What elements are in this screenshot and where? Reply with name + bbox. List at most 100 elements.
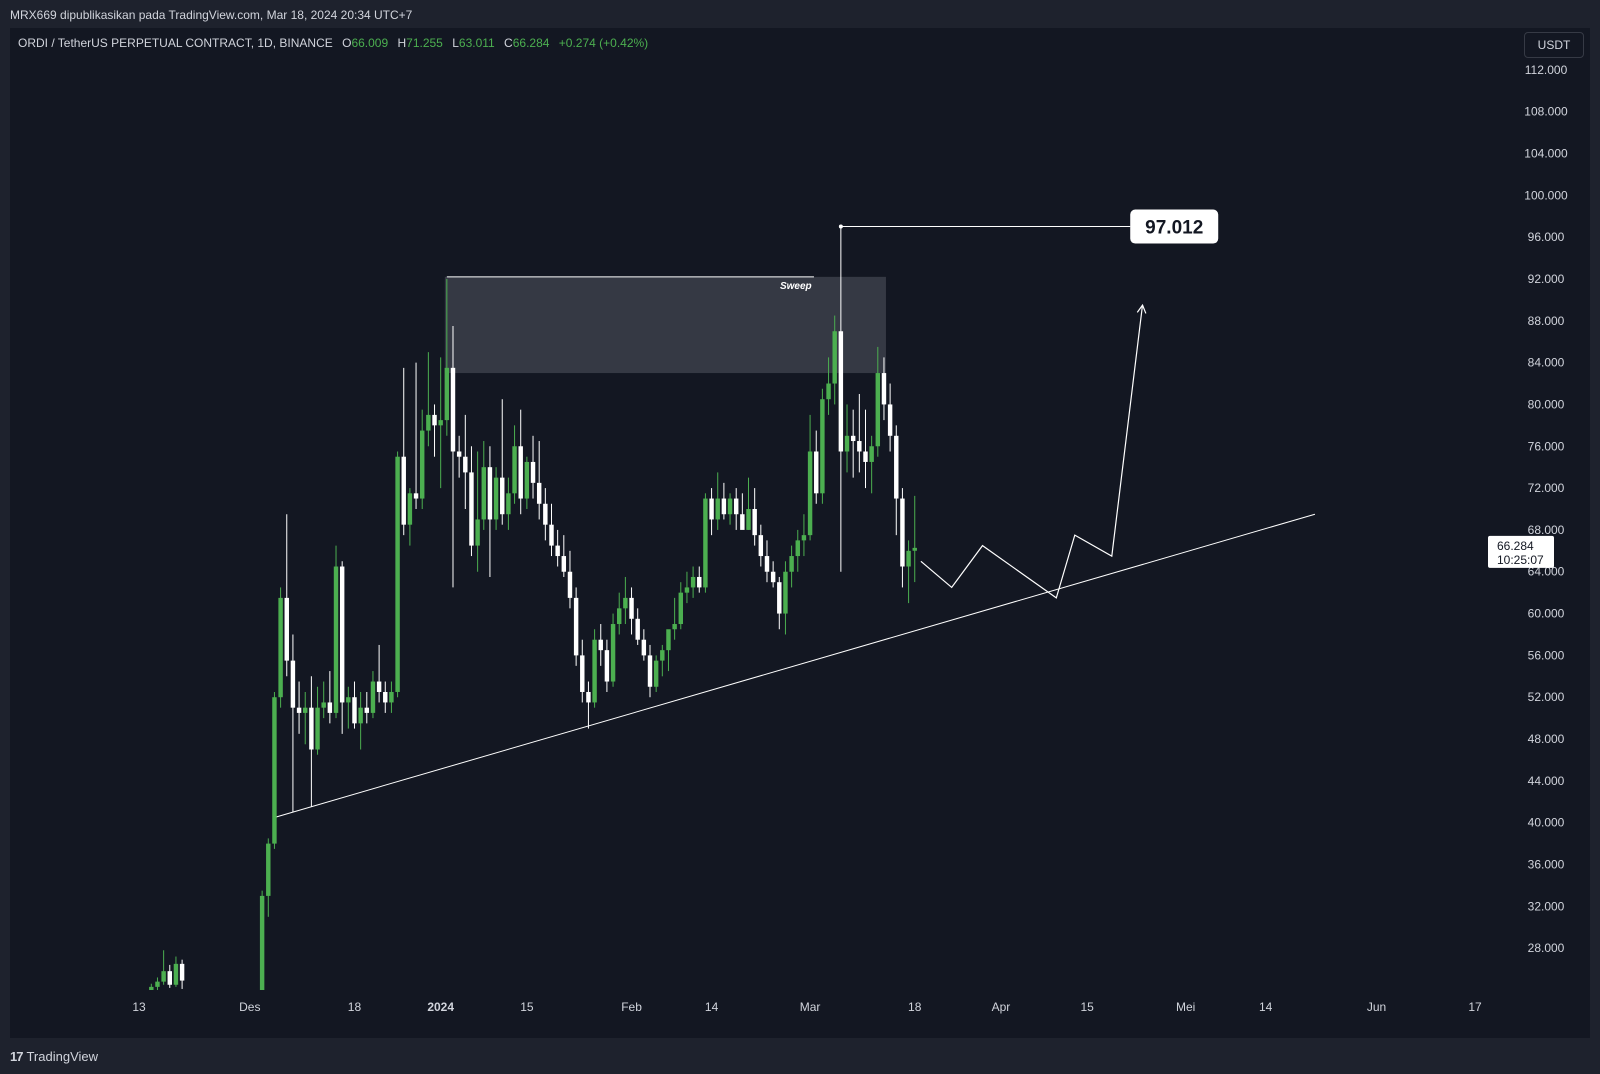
x-tick-label: 14 bbox=[705, 1000, 719, 1014]
candle-body bbox=[524, 461, 530, 499]
candle-body bbox=[801, 535, 807, 541]
sweep-label: Sweep bbox=[780, 281, 812, 292]
candle-body bbox=[764, 556, 770, 572]
candle-body bbox=[647, 655, 653, 687]
y-tick-label: 108.000 bbox=[1524, 105, 1568, 119]
x-tick-label: Mar bbox=[800, 1000, 821, 1014]
candle-body bbox=[309, 707, 314, 750]
candle-body bbox=[167, 971, 172, 985]
x-tick-label: Mei bbox=[1176, 1000, 1195, 1014]
tradingview-logo[interactable]: 17 TradingView bbox=[10, 1049, 98, 1064]
y-tick-label: 76.000 bbox=[1528, 439, 1565, 453]
candle-body bbox=[161, 971, 166, 982]
candle-body bbox=[536, 482, 542, 504]
legend-low: 63.011 bbox=[458, 36, 495, 50]
candle-body bbox=[339, 566, 345, 703]
y-tick-label: 32.000 bbox=[1528, 899, 1565, 913]
x-tick-label: 14 bbox=[1259, 1000, 1273, 1014]
candle-body bbox=[567, 571, 573, 598]
candle-body bbox=[296, 707, 302, 713]
candle-body bbox=[419, 430, 425, 499]
candle-body bbox=[906, 550, 911, 567]
x-tick-label: 13 bbox=[132, 1000, 146, 1014]
candle-body bbox=[863, 451, 868, 462]
x-tick-label: 15 bbox=[1080, 1000, 1094, 1014]
candle-body bbox=[653, 660, 659, 687]
legend-change: +0.274 (+0.42%) bbox=[558, 36, 649, 50]
candle-body bbox=[690, 576, 696, 588]
tradingview-mark-icon: 17 bbox=[10, 1049, 24, 1064]
y-tick-label: 72.000 bbox=[1528, 481, 1565, 495]
candle-body bbox=[481, 467, 486, 520]
candle-body bbox=[383, 691, 388, 703]
candle-body bbox=[370, 681, 376, 713]
y-tick-label: 92.000 bbox=[1528, 272, 1565, 286]
candle-body bbox=[740, 514, 745, 530]
legend-low-label: L bbox=[452, 36, 459, 50]
candle-body bbox=[506, 493, 511, 515]
projection-path bbox=[920, 305, 1144, 599]
candle-body bbox=[407, 493, 413, 525]
candle-body bbox=[561, 556, 567, 572]
x-tick-label: 15 bbox=[520, 1000, 534, 1014]
candle-body bbox=[832, 331, 837, 384]
candle-body bbox=[709, 498, 714, 520]
candle-body bbox=[629, 597, 634, 619]
footer: 17 TradingView bbox=[0, 1038, 1600, 1074]
ohlc-legend: ORDI / TetherUS PERPETUAL CONTRACT, 1D, … bbox=[18, 36, 648, 50]
y-tick-label: 44.000 bbox=[1528, 774, 1565, 788]
y-tick-label: 100.000 bbox=[1524, 188, 1568, 202]
candle-body bbox=[820, 399, 825, 494]
publish-line: MRX669 dipublikasikan pada TradingView.c… bbox=[10, 8, 413, 22]
y-tick-label: 36.000 bbox=[1528, 858, 1565, 872]
chart-frame[interactable]: Sweep 97.012 112.000 108.000 104.000 100.000 9… bbox=[10, 28, 1590, 1038]
candle-body bbox=[850, 435, 856, 442]
candle-body bbox=[875, 373, 881, 447]
candle-body bbox=[844, 435, 850, 452]
x-tick-label: 17 bbox=[1468, 1000, 1482, 1014]
candle-body bbox=[592, 639, 597, 703]
candle-body bbox=[303, 707, 308, 713]
legend-high-label: H bbox=[397, 36, 407, 50]
candle-body bbox=[426, 414, 431, 431]
candle-body bbox=[666, 629, 671, 651]
y-tick-label: 56.000 bbox=[1528, 648, 1565, 662]
candle-body bbox=[770, 571, 776, 583]
candle-body bbox=[315, 707, 320, 750]
candle-body bbox=[149, 986, 154, 990]
y-tick-label: 64.000 bbox=[1528, 565, 1565, 579]
candle-body bbox=[869, 446, 874, 462]
candle-body bbox=[887, 404, 893, 436]
candle-body bbox=[376, 681, 382, 692]
candle-body bbox=[352, 697, 357, 724]
x-tick-label: Feb bbox=[621, 1000, 642, 1014]
candle-body bbox=[278, 597, 283, 698]
sweep-zone bbox=[444, 276, 886, 374]
candle-body bbox=[795, 540, 800, 557]
candle-body bbox=[179, 963, 185, 981]
high-marker-dot bbox=[838, 224, 843, 229]
candle-body bbox=[401, 456, 406, 525]
x-tick-label: 18 bbox=[908, 1000, 922, 1014]
x-tick-label: 2024 bbox=[427, 1000, 454, 1014]
candle-body bbox=[432, 414, 437, 426]
candle-body bbox=[838, 331, 844, 452]
candle-body bbox=[450, 367, 456, 452]
price-chart[interactable]: Sweep 97.012 112.000 108.000 104.000 100.000 9… bbox=[10, 28, 1590, 1038]
y-tick-label: 96.000 bbox=[1528, 230, 1565, 244]
publish-header: MRX669 dipublikasikan pada TradingView.c… bbox=[0, 0, 1600, 28]
plot-background bbox=[10, 28, 1590, 1038]
countdown-label: 10:25:07 bbox=[1497, 553, 1544, 567]
currency-button[interactable]: USDT bbox=[1524, 32, 1584, 58]
candle-body bbox=[272, 697, 277, 844]
legend-close-label: C bbox=[504, 36, 513, 50]
candle-body bbox=[733, 498, 739, 515]
projection-arrowhead bbox=[1136, 303, 1147, 314]
candle-body bbox=[155, 981, 160, 987]
candle-body bbox=[549, 524, 554, 546]
candle-body bbox=[493, 477, 499, 520]
candle-body bbox=[413, 493, 419, 499]
y-tick-label: 48.000 bbox=[1528, 732, 1565, 746]
candle-body bbox=[727, 498, 733, 515]
candle-body bbox=[623, 597, 628, 609]
